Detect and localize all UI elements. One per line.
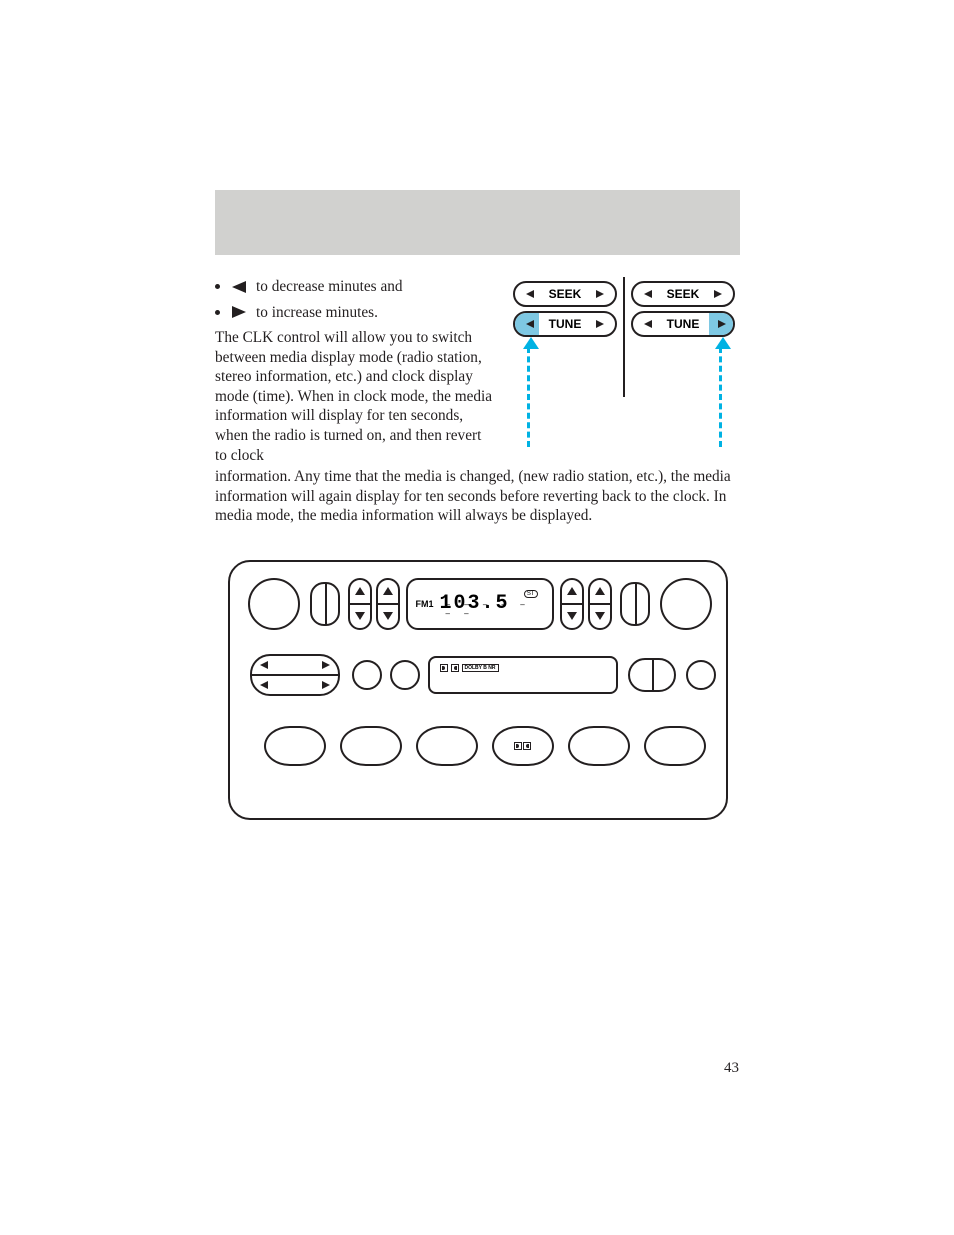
bullet-decrease: to decrease minutes and: [215, 277, 493, 297]
preset-button-3: [416, 726, 478, 766]
tune-pill-left: TUNE: [513, 311, 617, 337]
seek-left-arrow-icon: [639, 283, 657, 305]
small-button-3: [686, 660, 716, 690]
seek-right-arrow-icon: [591, 283, 609, 305]
right-arrow-icon: [322, 656, 330, 674]
seek-pill-right: SEEK: [631, 281, 735, 307]
left-arrow-icon: [260, 676, 268, 694]
radio-faceplate-illustration: FM1 103.5 ST – – – – – – –: [228, 560, 728, 820]
seek-tune-rocker: [250, 654, 340, 696]
volume-knob: [248, 578, 300, 630]
dolby-icon: [523, 742, 531, 750]
section-header-bar: [215, 190, 740, 255]
right-arrow-icon: [322, 676, 330, 694]
bullet-increase: to increase minutes.: [215, 303, 493, 323]
dolby-icon: [451, 664, 459, 672]
clk-paragraph-2: information. Any time that the media is …: [215, 467, 740, 526]
page-number: 43: [724, 1060, 739, 1077]
lcd-band: FM1: [416, 599, 434, 609]
tune-label: TUNE: [657, 317, 709, 331]
clk-paragraph-1: The CLK control will allow you to switch…: [215, 328, 493, 465]
cassette-slot: DOLBY B NR: [428, 656, 618, 694]
seek-left-arrow-icon: [521, 283, 539, 305]
seek-label: SEEK: [657, 287, 709, 301]
bullet-dot-icon: [215, 284, 220, 289]
up-arrow-icon: [562, 580, 582, 603]
preset-button-6: [644, 726, 706, 766]
tune-label: TUNE: [539, 317, 591, 331]
preset-button-4-dolby: [492, 726, 554, 766]
divider-line: [623, 277, 625, 397]
down-arrow-icon: [378, 605, 398, 628]
seek-tune-diagram: SEEK TUNE SEEK: [513, 277, 733, 457]
up-down-button-2: [376, 578, 400, 630]
seek-right-arrow-icon: [709, 283, 727, 305]
indicator-arrow-right-icon: [719, 347, 722, 447]
up-down-button-1: [348, 578, 372, 630]
dolby-icon: [440, 664, 448, 672]
down-arrow-icon: [590, 605, 610, 628]
lcd-dashes: – – – – – – –: [446, 600, 544, 618]
up-arrow-icon: [350, 580, 370, 603]
seek-label: SEEK: [539, 287, 591, 301]
tune-right-arrow-icon: [709, 313, 733, 335]
left-arrow-icon: [260, 656, 268, 674]
seek-pill-left: SEEK: [513, 281, 617, 307]
indicator-arrow-left-icon: [527, 347, 530, 447]
tune-left-arrow-icon: [515, 313, 539, 335]
up-down-button-3: [560, 578, 584, 630]
lcd-stereo-indicator: ST: [524, 590, 538, 598]
eject-button: [628, 658, 676, 692]
tune-pill-right: TUNE: [631, 311, 735, 337]
preset-button-5: [568, 726, 630, 766]
lcd-display: FM1 103.5 ST – – – – – – –: [406, 578, 554, 630]
triangle-right-icon: [230, 305, 248, 319]
down-arrow-icon: [350, 605, 370, 628]
tune-left-arrow-icon: [639, 313, 657, 335]
bullet-decrease-text: to decrease minutes and: [256, 277, 403, 297]
up-arrow-icon: [378, 580, 398, 603]
bass-treble-button: [310, 582, 340, 626]
up-down-button-4: [588, 578, 612, 630]
preset-button-1: [264, 726, 326, 766]
tune-knob: [660, 578, 712, 630]
dolby-label: DOLBY B NR: [462, 664, 499, 672]
dolby-icon: [514, 742, 522, 750]
triangle-left-icon: [230, 280, 248, 294]
up-arrow-icon: [590, 580, 610, 603]
preset-button-2: [340, 726, 402, 766]
down-arrow-icon: [562, 605, 582, 628]
small-button-2: [390, 660, 420, 690]
bullet-dot-icon: [215, 310, 220, 315]
bullet-increase-text: to increase minutes.: [256, 303, 378, 323]
balance-fade-button: [620, 582, 650, 626]
tune-right-arrow-icon: [591, 313, 609, 335]
small-button-1: [352, 660, 382, 690]
